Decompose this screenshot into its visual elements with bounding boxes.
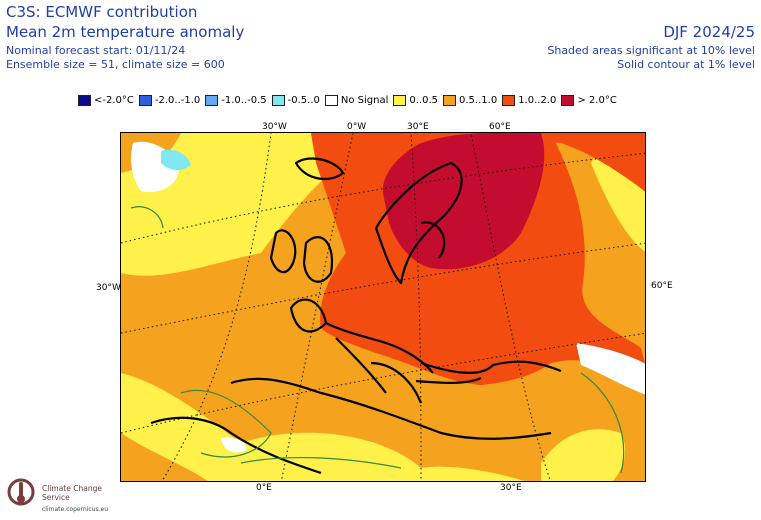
legend-swatch [393,95,407,106]
legend-label: <-2.0°C [94,95,134,106]
anomaly-zone-05-1 [121,433,208,481]
legend-item-minus1-minus05: -1.0..-0.5 [205,95,267,106]
copernicus-logo: Climate Change Service climate.copernicu… [4,474,124,518]
top-axis-label-0w: 0°W [347,122,367,132]
legend-swatch [271,95,285,106]
right-axis-label-60e: 60°E [651,281,673,291]
graticule [121,133,645,481]
legend-label: > 2.0°C [577,95,617,106]
legend-swatch [502,95,516,106]
map-title: C3S: ECMWF contribution [6,3,198,21]
legend-label: -0.5..0 [287,95,320,106]
top-axis-label-30w: 30°W [262,122,287,132]
legend-item-gt-2: > 2.0°C [561,95,617,106]
anomaly-zone-no-signal [221,437,247,453]
legend-swatch [443,95,457,106]
legend-swatch [138,95,152,106]
legend-item-lt-minus2: <-2.0°C [78,95,134,106]
legend-label: 1.0..2.0 [518,95,557,106]
top-axis-label-60e: 60°E [489,122,511,132]
anomaly-zone-1-2 [421,133,645,192]
bottom-axis-label-0e: 0°E [256,483,272,493]
anomaly-zone-minus05-0 [161,149,191,171]
legend-item-minus2-minus1: -2.0..-1.0 [138,95,201,106]
ensemble-size-text: Ensemble size = 51, climate size = 600 [6,58,225,71]
left-axis-label-30w: 30°W [96,283,121,293]
legend-item-1-2: 1.0..2.0 [502,95,556,106]
legend-item-minus05-0: -0.5..0 [271,95,320,106]
anomaly-zone-no-signal [576,343,645,395]
bottom-axis-label-30e: 30°E [500,483,522,493]
legend-item-05-1: 0.5..1.0 [443,95,497,106]
significance-contours [130,206,625,474]
contour-significance-note: Solid contour at 1% level [617,58,755,71]
season-label: DJF 2024/25 [663,23,755,41]
legend-label: 0.5..1.0 [459,95,498,106]
coastlines [150,157,562,475]
color-legend: <-2.0°C -2.0..-1.0 -1.0..-0.5 -0.5..0 No… [78,93,622,108]
legend-swatch [205,95,219,106]
legend-label: -1.0..-0.5 [221,95,267,106]
legend-item-0-05: 0..0.5 [393,95,438,106]
map-subtitle: Mean 2m temperature anomaly [6,23,245,41]
legend-label: No Signal [340,95,389,106]
legend-label: -2.0..-1.0 [154,95,201,106]
top-axis-label-30e: 30°E [407,122,429,132]
legend-item-no-signal: No Signal [324,95,389,106]
legend-swatch [561,95,575,106]
legend-swatch [78,95,91,106]
logo-url: climate.copernicus.eu [42,506,109,513]
forecast-start-text: Nominal forecast start: 01/11/24 [6,44,186,57]
legend-label: 0..0.5 [409,95,439,106]
logo-text: Climate Change Service [42,484,102,502]
anomaly-zone-0-05 [541,429,626,481]
climate-change-service-logo-icon [7,478,35,506]
shading-significance-note: Shaded areas significant at 10% level [547,44,755,57]
temperature-anomaly-map [120,132,646,482]
legend-swatch [324,95,338,106]
